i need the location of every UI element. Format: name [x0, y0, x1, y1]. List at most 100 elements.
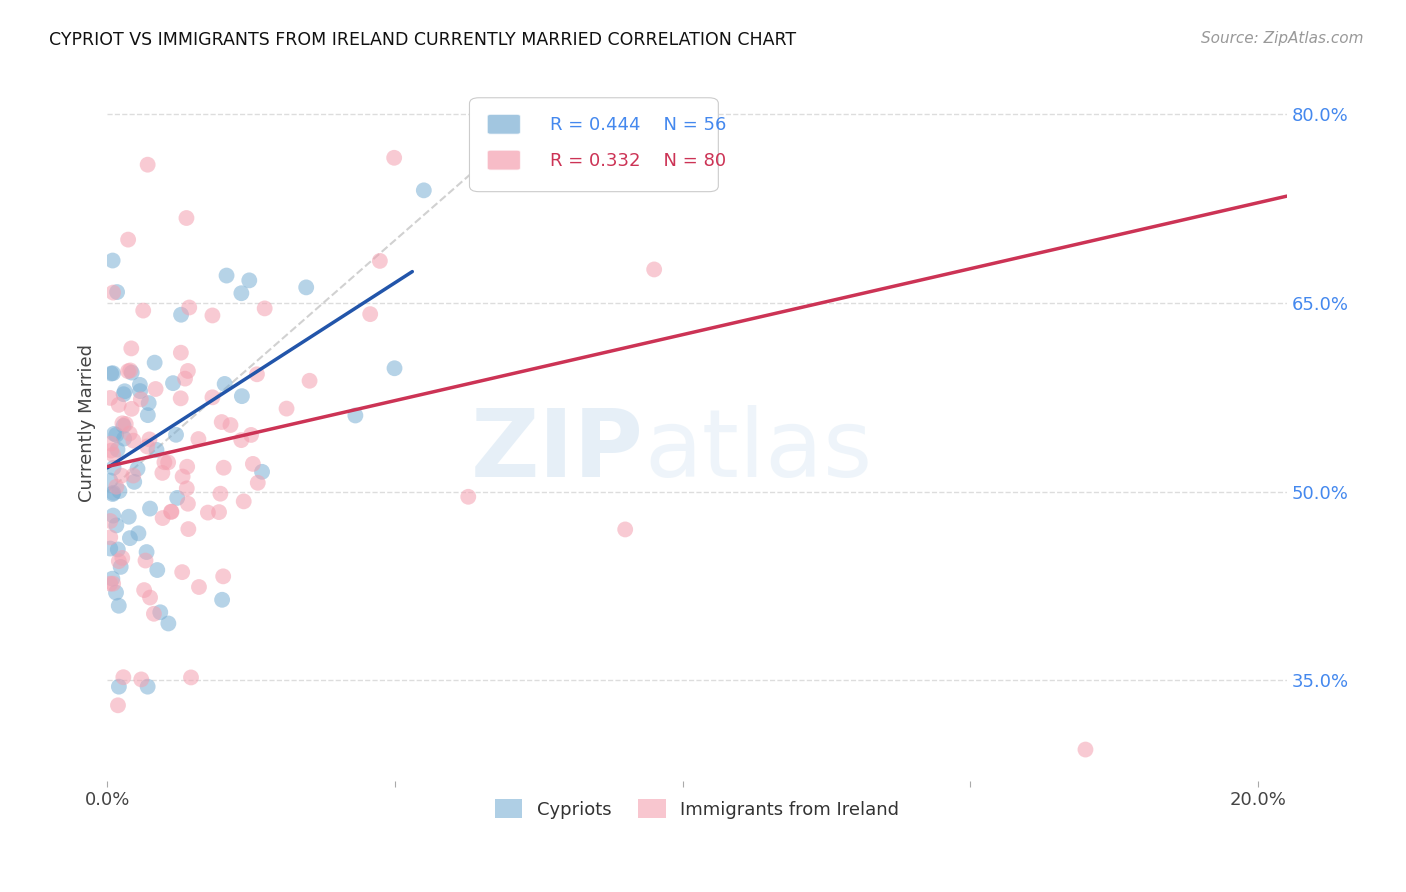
Point: [211, 592, 233, 607]
Point: [180, 670, 202, 684]
Point: [160, 505, 183, 519]
Point: [101, 366, 124, 380]
Point: [162, 376, 184, 391]
Point: [201, 309, 224, 323]
Point: [98, 576, 121, 591]
Point: [127, 526, 149, 541]
Point: [145, 382, 167, 396]
Point: [108, 680, 131, 694]
Text: atlas: atlas: [644, 405, 872, 497]
Text: R = 0.332    N = 80: R = 0.332 N = 80: [550, 152, 725, 169]
Point: [152, 511, 174, 525]
Point: [179, 301, 201, 315]
Point: [201, 390, 224, 404]
Point: [238, 273, 260, 287]
Point: [105, 427, 128, 442]
Point: [128, 377, 150, 392]
Point: [98, 514, 121, 528]
Point: [134, 583, 156, 598]
Point: [101, 572, 124, 586]
Point: [643, 262, 665, 277]
Point: [98, 391, 121, 405]
Point: [166, 491, 188, 505]
Point: [101, 448, 124, 462]
Point: [122, 475, 145, 489]
Point: [246, 368, 269, 382]
Text: ZIP: ZIP: [471, 405, 644, 497]
Text: CYPRIOT VS IMMIGRANTS FROM IRELAND CURRENTLY MARRIED CORRELATION CHART: CYPRIOT VS IMMIGRANTS FROM IRELAND CURRE…: [49, 31, 796, 49]
Point: [117, 233, 139, 247]
Point: [614, 523, 637, 537]
Point: [111, 551, 134, 566]
Point: [139, 501, 162, 516]
Point: [100, 367, 122, 381]
Point: [118, 509, 141, 524]
Point: [359, 307, 381, 321]
Point: [112, 670, 135, 684]
Point: [107, 542, 129, 557]
Point: [368, 253, 391, 268]
Point: [134, 553, 156, 567]
Point: [105, 518, 128, 533]
Point: [136, 158, 159, 172]
Point: [101, 576, 124, 591]
Point: [253, 301, 276, 316]
Point: [107, 398, 129, 412]
Point: [232, 494, 254, 508]
FancyBboxPatch shape: [486, 150, 520, 170]
FancyBboxPatch shape: [486, 114, 520, 135]
Point: [170, 308, 193, 322]
Point: [138, 396, 160, 410]
Point: [212, 569, 235, 583]
Point: [112, 387, 135, 401]
Point: [114, 384, 136, 399]
Point: [457, 490, 479, 504]
Point: [231, 286, 253, 301]
Point: [108, 554, 131, 568]
Point: [170, 345, 193, 359]
Legend: Cypriots, Immigrants from Ireland: Cypriots, Immigrants from Ireland: [488, 792, 907, 826]
Point: [382, 151, 405, 165]
Point: [146, 563, 169, 577]
Point: [295, 280, 318, 294]
Point: [176, 482, 198, 496]
Point: [150, 466, 173, 480]
Point: [215, 268, 238, 283]
Point: [176, 211, 198, 225]
Point: [138, 433, 160, 447]
Point: [211, 415, 233, 429]
Point: [101, 285, 124, 300]
Point: [298, 374, 321, 388]
Point: [136, 680, 159, 694]
Point: [208, 505, 231, 519]
Point: [98, 474, 121, 488]
Point: [100, 436, 122, 450]
Point: [165, 427, 187, 442]
Point: [120, 342, 142, 356]
Point: [129, 392, 152, 407]
Point: [177, 522, 200, 536]
Point: [177, 364, 200, 378]
Point: [412, 183, 434, 197]
Point: [149, 605, 172, 619]
Point: [127, 462, 149, 476]
Point: [101, 253, 124, 268]
Point: [118, 531, 141, 545]
Point: [212, 460, 235, 475]
Point: [98, 541, 121, 556]
Point: [107, 442, 129, 457]
Point: [112, 418, 135, 433]
Point: [177, 497, 200, 511]
Point: [139, 591, 162, 605]
Point: [250, 465, 273, 479]
Point: [110, 468, 132, 483]
Point: [103, 426, 125, 441]
Point: [105, 585, 128, 599]
FancyBboxPatch shape: [470, 98, 718, 192]
Point: [129, 384, 152, 398]
Point: [101, 487, 124, 501]
Point: [344, 409, 367, 423]
Point: [108, 484, 131, 499]
Point: [153, 455, 176, 469]
Point: [121, 366, 143, 380]
